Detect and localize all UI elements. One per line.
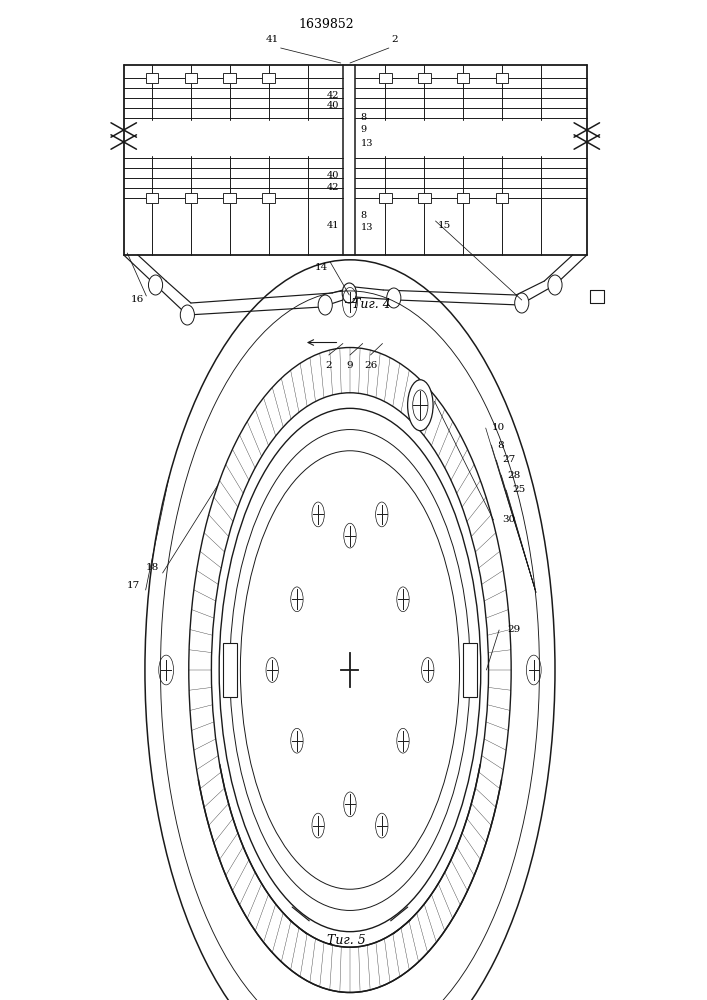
Text: 30: 30 — [502, 516, 515, 524]
Bar — [146, 193, 158, 203]
Text: 9: 9 — [361, 125, 367, 134]
Text: 8: 8 — [361, 212, 367, 221]
Text: 14: 14 — [315, 263, 328, 272]
Text: 2: 2 — [391, 35, 398, 44]
Circle shape — [148, 275, 163, 295]
Circle shape — [342, 283, 356, 303]
Text: 41: 41 — [266, 35, 279, 44]
Ellipse shape — [408, 380, 433, 431]
Bar — [223, 193, 236, 203]
Text: 18: 18 — [146, 564, 158, 572]
Bar — [496, 73, 508, 83]
Text: 1639852: 1639852 — [299, 18, 354, 31]
Text: 17: 17 — [127, 580, 139, 589]
Text: 25: 25 — [512, 486, 525, 494]
Text: 13: 13 — [361, 224, 373, 232]
Text: 29: 29 — [508, 626, 521, 635]
Text: 40: 40 — [327, 172, 339, 180]
Circle shape — [180, 305, 194, 325]
Text: 42: 42 — [327, 91, 339, 100]
Circle shape — [548, 275, 562, 295]
Text: 8: 8 — [497, 440, 503, 450]
Text: Τиг. 4: Τиг. 4 — [352, 298, 390, 312]
Bar — [185, 73, 197, 83]
Text: 2: 2 — [325, 360, 332, 369]
Bar — [223, 643, 237, 697]
Bar — [262, 193, 275, 203]
Text: 15: 15 — [438, 221, 450, 230]
Circle shape — [515, 293, 529, 313]
Bar — [379, 193, 392, 203]
Bar — [185, 193, 197, 203]
Circle shape — [318, 295, 332, 315]
Bar — [146, 73, 158, 83]
Text: Τиг. 5: Τиг. 5 — [327, 934, 366, 946]
Text: 16: 16 — [132, 296, 144, 304]
Text: 10: 10 — [491, 424, 505, 432]
Bar — [457, 73, 469, 83]
Bar — [496, 193, 508, 203]
Text: 42: 42 — [327, 182, 339, 192]
Bar — [418, 73, 431, 83]
Text: 28: 28 — [507, 471, 520, 480]
Bar — [223, 73, 236, 83]
Text: 41: 41 — [327, 222, 339, 231]
Circle shape — [387, 288, 401, 308]
Text: 9: 9 — [346, 360, 354, 369]
Bar — [262, 73, 275, 83]
Text: 8: 8 — [361, 113, 367, 122]
Bar — [418, 193, 431, 203]
Bar — [463, 643, 477, 697]
Bar — [457, 193, 469, 203]
Text: 13: 13 — [361, 138, 373, 147]
Text: 26: 26 — [364, 360, 377, 369]
Text: 27: 27 — [502, 456, 515, 464]
Text: 40: 40 — [327, 101, 339, 109]
Bar — [379, 73, 392, 83]
